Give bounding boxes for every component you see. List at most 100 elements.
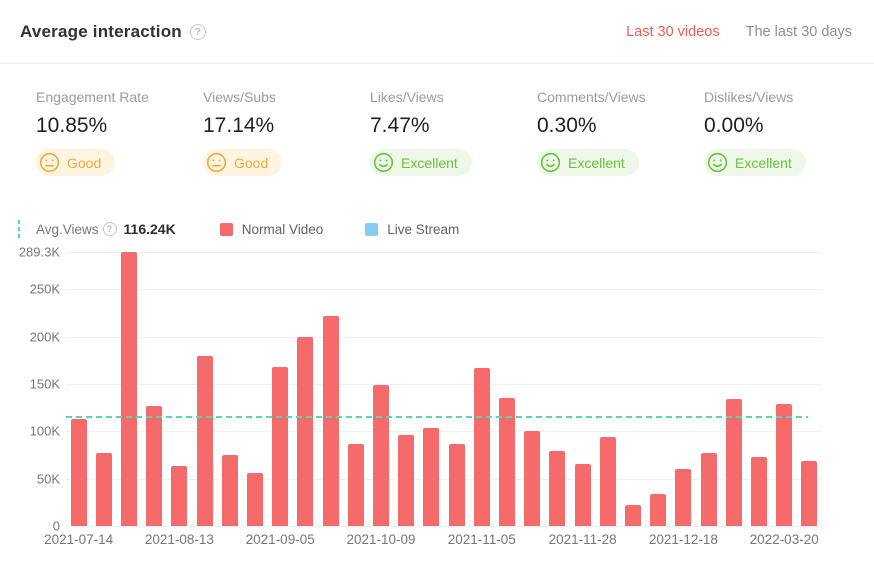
bar-normal-video[interactable]: [297, 336, 314, 526]
legend-item-live-stream[interactable]: Live Stream: [365, 222, 459, 237]
bar-slot: [494, 252, 519, 526]
y-tick-label: 100K: [29, 423, 60, 439]
title-help-icon[interactable]: ?: [189, 23, 206, 40]
range-tabs: Last 30 videos The last 30 days: [626, 24, 852, 40]
bar-normal-video[interactable]: [776, 403, 793, 526]
bar-normal-video[interactable]: [322, 315, 339, 526]
face-icon: [373, 152, 394, 173]
bar-normal-video[interactable]: [751, 456, 768, 526]
avg-views-value: 116.24K: [123, 221, 176, 237]
avg-views-help-icon[interactable]: ?: [102, 222, 117, 236]
bar-normal-video[interactable]: [171, 466, 188, 526]
x-tick-label: 2021-07-14: [44, 532, 114, 547]
bar-slot: [343, 252, 368, 526]
metric-label: Likes/Views: [370, 89, 444, 105]
metric-label: Comments/Views: [537, 89, 646, 105]
bar-normal-video[interactable]: [625, 505, 642, 526]
bar-normal-video[interactable]: [448, 443, 465, 526]
x-tick-label: 2021-11-05: [447, 532, 516, 547]
rating-badge: Excellent: [704, 149, 806, 176]
bar-slot: [469, 252, 494, 526]
bar-slot: [394, 252, 419, 526]
metric-value: 0.30%: [537, 114, 597, 137]
bar-slot: [268, 252, 293, 526]
bar-normal-video[interactable]: [373, 384, 390, 526]
gridline: [66, 526, 822, 527]
plot-area: 289.3K 250K 200K 150K 100K 50K 0: [19, 245, 822, 534]
y-tick-label: 250K: [29, 281, 60, 297]
metric-card: Dislikes/Views 0.00% Excellent: [704, 89, 871, 178]
rating-text: Excellent: [735, 154, 792, 171]
bar-normal-video[interactable]: [423, 428, 440, 526]
bar-normal-video[interactable]: [347, 443, 364, 526]
gridline: [66, 336, 822, 338]
tab-last-30-days[interactable]: The last 30 days: [745, 23, 852, 40]
bar-normal-video[interactable]: [221, 454, 238, 526]
rating-badge: Excellent: [537, 149, 639, 176]
bar-slot: [116, 252, 141, 526]
rating-text: Good: [234, 154, 269, 171]
bar-slot: [368, 252, 393, 526]
metric-card: Comments/Views 0.30% Excellent: [537, 89, 704, 178]
bar-normal-video[interactable]: [650, 493, 667, 526]
avg-views-label: Avg.Views: [36, 221, 99, 237]
metric-card: Likes/Views 7.47% Excellent: [370, 89, 537, 178]
bar-normal-video[interactable]: [272, 366, 289, 526]
bar-normal-video[interactable]: [574, 463, 591, 526]
bar-normal-video[interactable]: [725, 399, 742, 526]
bar-slot: [721, 252, 746, 526]
bar-normal-video[interactable]: [549, 451, 566, 526]
rating-badge: Good: [36, 149, 116, 176]
bar-slot: [242, 252, 267, 526]
page-title: Average interaction: [20, 21, 182, 41]
metric-card: Views/Subs 17.14% Good: [203, 89, 370, 178]
x-tick-label: 2021-12-18: [648, 532, 718, 547]
bar-normal-video[interactable]: [247, 472, 264, 526]
x-tick-label: 2021-11-28: [548, 532, 617, 547]
bar-slot: [595, 252, 620, 526]
bar-normal-video[interactable]: [675, 469, 692, 526]
bar-slot: [66, 252, 91, 526]
bar-slot: [570, 252, 595, 526]
bar-normal-video[interactable]: [398, 435, 415, 526]
y-tick-label: 200K: [29, 329, 60, 345]
metric-value: 7.47%: [370, 114, 430, 137]
y-tick-label: 50K: [36, 471, 60, 487]
metric-card: Engagement Rate 10.85% Good: [36, 89, 203, 178]
bar-normal-video[interactable]: [95, 453, 112, 526]
legend-swatch-live-stream: [365, 222, 379, 236]
views-bar-chart: 289.3K 250K 200K 150K 100K 50K 0 2021-07-14 202…: [0, 245, 874, 562]
avg-line: [66, 415, 808, 418]
bar-slot: [444, 252, 469, 526]
face-icon: [206, 152, 227, 173]
legend-item-normal-video[interactable]: Normal Video: [219, 222, 323, 237]
bar-normal-video[interactable]: [146, 405, 163, 526]
bar-normal-video[interactable]: [700, 453, 717, 526]
rating-badge: Good: [203, 149, 283, 176]
gridline: [66, 289, 822, 291]
tab-last-30-videos[interactable]: Last 30 videos: [626, 23, 720, 40]
bar-slot: [419, 252, 444, 526]
y-tick-label: 289.3K: [18, 244, 60, 260]
metric-label: Dislikes/Views: [704, 89, 794, 105]
metric-value: 0.00%: [704, 114, 764, 137]
legend-swatch-normal-video: [219, 222, 233, 236]
bar-slot: [696, 252, 721, 526]
bar-slot: [620, 252, 645, 526]
bar-slot: [318, 252, 343, 526]
bar-normal-video[interactable]: [70, 418, 87, 526]
bar-normal-video[interactable]: [473, 367, 490, 526]
bar-normal-video[interactable]: [801, 460, 818, 526]
face-icon: [540, 152, 561, 173]
bar-normal-video[interactable]: [524, 431, 541, 526]
gridline: [66, 478, 822, 480]
bar-normal-video[interactable]: [121, 252, 137, 526]
bar-slot: [772, 252, 797, 526]
bar-normal-video[interactable]: [599, 436, 616, 526]
y-tick-label: 0: [52, 518, 60, 534]
card-header: Average interaction ? Last 30 videos The…: [0, 0, 874, 64]
metric-value: 17.14%: [203, 114, 275, 137]
x-axis: 2021-07-14 2021-08-13 2021-09-05 2021-10-09…: [44, 532, 822, 552]
bar-normal-video[interactable]: [196, 355, 213, 526]
bar-normal-video[interactable]: [499, 398, 516, 526]
